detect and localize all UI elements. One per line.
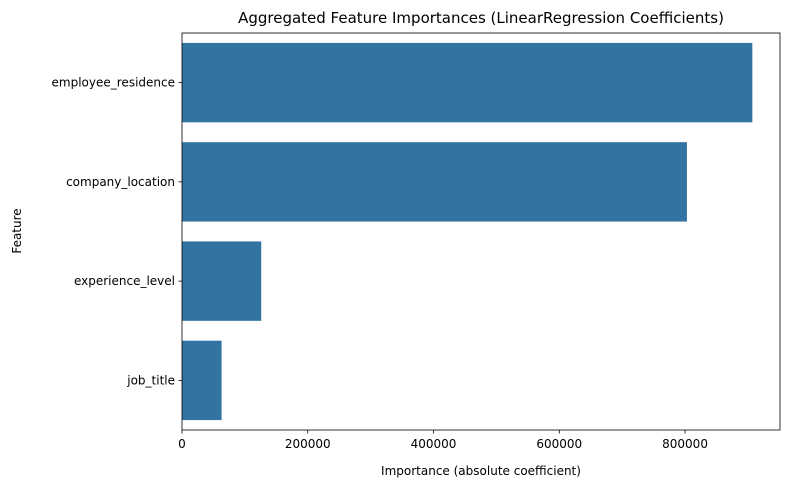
y-tick-label: employee_residence — [52, 76, 175, 90]
x-tick-label: 800000 — [662, 437, 708, 451]
plot-frame — [181, 32, 781, 431]
y-tick-label: job_title — [126, 373, 175, 387]
y-tick-label: experience_level — [74, 274, 175, 288]
x-axis-label: Importance (absolute coefficient) — [381, 464, 581, 478]
x-tick-label: 600000 — [536, 437, 582, 451]
x-tick-label: 200000 — [285, 437, 331, 451]
x-ticks-group: 0 200000 400000 600000 800000 — [178, 430, 708, 451]
bar-employee-residence — [182, 42, 753, 123]
bar-company-location — [182, 142, 687, 222]
bars-group — [182, 42, 753, 421]
chart-title: Aggregated Feature Importances (LinearRe… — [238, 9, 724, 27]
bar-experience-level — [182, 241, 262, 321]
y-tick-label: company_location — [66, 175, 175, 189]
y-ticks-group: employee_residence company_locationexperi… — [52, 76, 182, 387]
bar-job-title — [182, 340, 222, 421]
x-tick-label: 0 — [178, 437, 186, 451]
y-axis-label: Feature — [10, 208, 24, 253]
x-tick-label: 400000 — [411, 437, 457, 451]
